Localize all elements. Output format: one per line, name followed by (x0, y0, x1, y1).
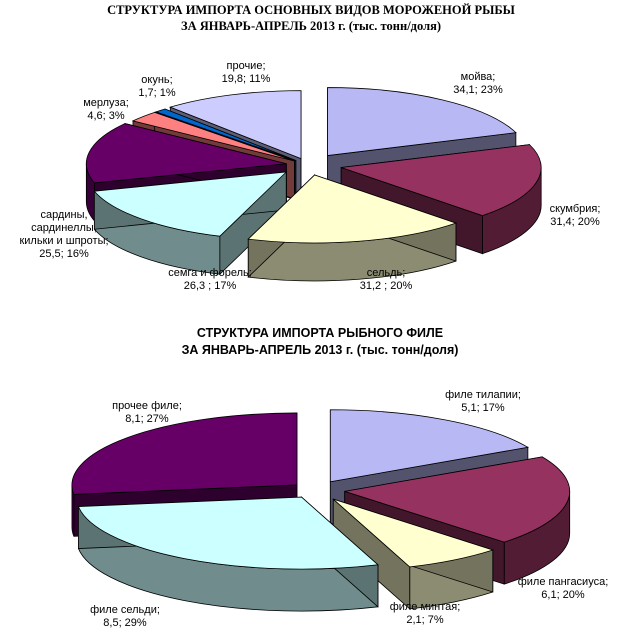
data-label-сельдь: сельдь; 31,2 ; 20% (360, 267, 413, 292)
slice-филе-сельди (77, 496, 379, 612)
chart-fish-fillet: СТРУКТУРА ИМПОРТА РЫБНОГО ФИЛЕ ЗА ЯНВАРЬ… (71, 326, 609, 629)
data-label-мойва: мойва; 34,1; 23% (453, 71, 503, 96)
data-label-семга-и-форель: семга и форель; 26,3 ; 17% (168, 267, 252, 292)
slice-top (333, 498, 495, 568)
slice-сельдь (247, 174, 458, 282)
chart-frozen-fish: СТРУКТУРА ИМПОРТА ОСНОВНЫХ ВИДОВ МОРОЖЕН… (19, 3, 600, 292)
slice-top (93, 171, 288, 237)
chart-title-line1: СТРУКТУРА ИМПОРТА ОСНОВНЫХ ВИДОВ МОРОЖЕН… (107, 3, 516, 17)
data-label-филе-тилапии: филе тилапии; 5,1; 17% (445, 389, 521, 414)
slice-семга-и-форель (93, 171, 288, 276)
slice-top (131, 111, 295, 162)
slice-top (169, 90, 302, 160)
slice-top (71, 412, 298, 495)
data-label-скумбрия: скумбрия; 31,4; 20% (550, 203, 601, 228)
data-label-филе-пангасиуса: филе пангасиуса; 6,1; 20% (518, 576, 609, 601)
slice-top (329, 409, 530, 483)
data-label-филе-минтая: филе минтая; 2,1; 7% (390, 601, 461, 626)
chart-title-line2: ЗА ЯНВАРЬ-АПРЕЛЬ 2013 г. (тыс. тонн/доля… (182, 343, 459, 357)
data-label-мерлуза: мерлуза; 4,6; 3% (83, 97, 129, 122)
slice-top (344, 456, 571, 543)
slice-top (247, 174, 458, 244)
data-label-филе-сельди: филе сельди; 8,5; 29% (90, 604, 160, 629)
chart-title-line2: ЗА ЯНВАРЬ-АПРЕЛЬ 2013 г. (тыс. тонн/доля… (181, 19, 441, 33)
pie-frozen-fish: мойва; 34,1; 23% скумбрия; 31,4; 20% сельдь;… (19, 60, 600, 292)
data-label-окунь: окунь; 1,7; 1% (138, 74, 176, 99)
slice-филе-минтая (332, 498, 495, 610)
slice-top (341, 144, 542, 217)
data-label-прочее-филе: прочее филе; 8,1; 27% (112, 400, 182, 425)
slice-top (85, 123, 287, 184)
slice-top (154, 108, 296, 161)
chart-title-line1: СТРУКТУРА ИМПОРТА РЫБНОГО ФИЛЕ (197, 326, 443, 340)
slice-top (327, 87, 517, 157)
data-label-сардины-сардинеллы-кильки-и-шпроты: сардины, сардинеллы, кильки и шпроты; 25,5;… (19, 209, 108, 260)
data-label-прочие: прочие; 19,8; 11% (222, 60, 271, 85)
pie-fish-fillet: филе тилапии; 5,1; 17% филе пангасиуса; 6,1… (71, 389, 609, 629)
slice-top (77, 496, 379, 570)
